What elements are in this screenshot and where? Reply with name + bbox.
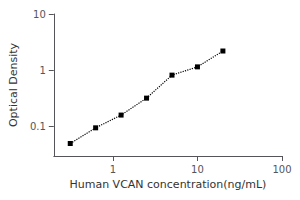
svg-text:0.1: 0.1: [30, 121, 46, 132]
svg-text:Human VCAN concentration(ng/mL: Human VCAN concentration(ng/mL): [69, 178, 266, 191]
svg-text:1: 1: [39, 65, 45, 76]
svg-text:1: 1: [110, 164, 116, 175]
svg-text:10: 10: [33, 9, 46, 20]
svg-text:Optical Density: Optical Density: [7, 42, 20, 127]
svg-text:10: 10: [191, 164, 204, 175]
svg-text:100: 100: [272, 164, 291, 175]
